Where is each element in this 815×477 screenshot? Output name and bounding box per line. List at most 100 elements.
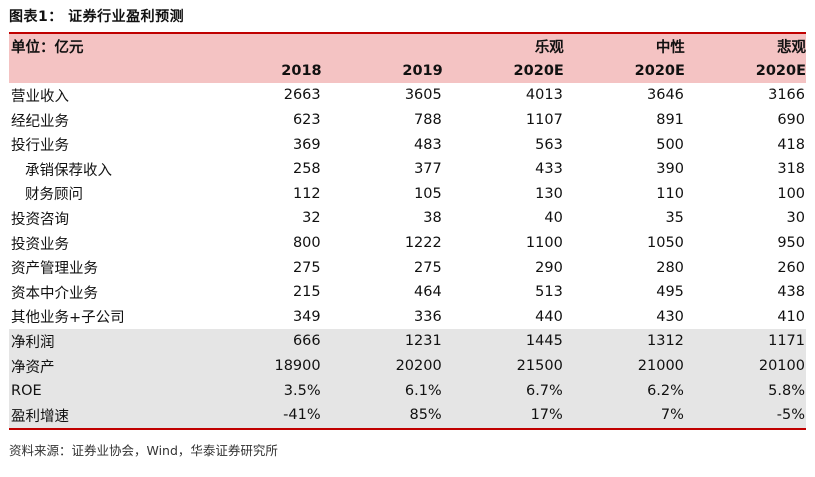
cell: 950 bbox=[777, 235, 805, 252]
row-label: 投行业务 bbox=[11, 138, 69, 155]
table-row: 承销保荐收入 258 377 433 390 318 bbox=[9, 157, 806, 182]
row-label: 资产管理业务 bbox=[11, 261, 98, 278]
table-row: 营业收入 2663 3605 4013 3646 3166 bbox=[9, 83, 806, 108]
cell: 260 bbox=[777, 259, 805, 276]
cell: 390 bbox=[656, 161, 684, 178]
summary-row: 净利润 666 1231 1445 1312 1171 bbox=[9, 329, 806, 354]
row-label: 盈利增速 bbox=[11, 408, 69, 425]
source-note: 资料来源：证券业协会，Wind，华泰证券研究所 bbox=[9, 443, 278, 458]
cell: 336 bbox=[414, 308, 442, 325]
summary-row: 净资产 18900 20200 21500 21000 20100 bbox=[9, 353, 806, 379]
cell: 891 bbox=[656, 112, 684, 129]
table-title: 图表1： 证券行业盈利预测 bbox=[9, 9, 185, 25]
cell: 430 bbox=[656, 308, 684, 325]
cell: 495 bbox=[656, 284, 684, 301]
cell: 349 bbox=[292, 308, 321, 325]
header-year: 2020E bbox=[755, 62, 806, 79]
header-scenario: 乐观 bbox=[534, 39, 564, 56]
table-bottom-rule bbox=[9, 427, 806, 430]
cell: 215 bbox=[292, 284, 321, 301]
header-scenario: 中性 bbox=[655, 39, 685, 56]
table-row: 投资业务 800 1222 1100 1050 950 bbox=[9, 231, 806, 256]
row-label: 财务顾问 bbox=[25, 187, 83, 204]
row-label: 净利润 bbox=[11, 334, 55, 351]
header-row-scenario: 单位：亿元 乐观 中性 悲观 bbox=[9, 34, 806, 59]
row-label: 营业收入 bbox=[11, 88, 69, 105]
cell: 3.5% bbox=[283, 382, 321, 399]
cell: 3646 bbox=[647, 87, 684, 104]
cell: 112 bbox=[292, 185, 321, 202]
table-row: 资产管理业务 275 275 290 280 260 bbox=[9, 255, 806, 280]
cell: 1231 bbox=[404, 333, 442, 350]
row-label: 承销保荐收入 bbox=[25, 162, 112, 179]
table-row: 投资咨询 32 38 40 35 30 bbox=[9, 206, 806, 231]
header-year: 2020E bbox=[634, 62, 685, 79]
table-row: 财务顾问 112 105 130 110 100 bbox=[9, 182, 806, 207]
header-year: 2018 bbox=[281, 62, 322, 79]
cell: 275 bbox=[292, 259, 321, 276]
cell: 1107 bbox=[525, 112, 563, 129]
cell: 30 bbox=[786, 210, 805, 227]
cell: 1222 bbox=[404, 235, 442, 252]
table-row: 经纪业务 623 788 1107 891 690 bbox=[9, 108, 806, 133]
cell: 5.8% bbox=[768, 382, 805, 399]
cell: 2663 bbox=[283, 87, 321, 104]
cell: 3605 bbox=[404, 87, 442, 104]
cell: 483 bbox=[414, 136, 442, 153]
cell: 100 bbox=[777, 185, 806, 202]
cell: 438 bbox=[777, 284, 805, 301]
cell: 32 bbox=[302, 210, 321, 227]
cell: 21500 bbox=[516, 358, 563, 375]
table-row: 投行业务 369 483 563 500 418 bbox=[9, 132, 806, 157]
cell: 1312 bbox=[647, 333, 684, 350]
cell: 85% bbox=[409, 407, 442, 424]
cell: -5% bbox=[776, 407, 805, 424]
header-year: 2020E bbox=[513, 62, 564, 79]
cell: 3166 bbox=[768, 87, 805, 104]
row-label: 经纪业务 bbox=[11, 113, 69, 130]
cell: 105 bbox=[414, 185, 442, 202]
forecast-table: 单位：亿元 乐观 中性 悲观 2018 2019 2020E 2020E 202… bbox=[9, 32, 806, 430]
unit-label: 单位：亿元 bbox=[11, 39, 84, 56]
cell: 258 bbox=[292, 161, 321, 178]
cell: 38 bbox=[423, 210, 442, 227]
cell: 1171 bbox=[768, 333, 805, 350]
cell: 21000 bbox=[637, 358, 684, 375]
cell: 623 bbox=[292, 112, 321, 129]
cell: 666 bbox=[292, 333, 321, 350]
cell: 433 bbox=[535, 161, 563, 178]
summary-row: 盈利增速 -41% 85% 17% 7% -5% bbox=[9, 402, 806, 428]
cell: 418 bbox=[777, 136, 805, 153]
cell: 4013 bbox=[525, 87, 563, 104]
cell: 1050 bbox=[647, 235, 684, 252]
cell: 17% bbox=[530, 407, 563, 424]
table-row: 资本中介业务 215 464 513 495 438 bbox=[9, 280, 806, 305]
header-scenario: 悲观 bbox=[777, 39, 806, 56]
cell: 788 bbox=[414, 112, 442, 129]
cell: 318 bbox=[777, 161, 806, 178]
cell: 280 bbox=[656, 259, 684, 276]
cell: 690 bbox=[777, 112, 805, 129]
cell: 275 bbox=[414, 259, 442, 276]
row-label: 投资业务 bbox=[11, 236, 69, 253]
cell: 563 bbox=[535, 136, 563, 153]
cell: 18900 bbox=[274, 358, 321, 375]
cell: 40 bbox=[544, 210, 563, 227]
row-label: 资本中介业务 bbox=[11, 285, 98, 302]
cell: 1100 bbox=[525, 235, 563, 252]
cell: 464 bbox=[414, 284, 442, 301]
cell: 110 bbox=[656, 185, 684, 202]
cell: 369 bbox=[292, 136, 321, 153]
header-row-year: 2018 2019 2020E 2020E 2020E bbox=[9, 58, 806, 84]
cell: 35 bbox=[665, 210, 684, 227]
cell: 377 bbox=[414, 161, 442, 178]
cell: 1445 bbox=[525, 333, 563, 350]
table-top-rule bbox=[9, 32, 806, 34]
cell: 6.1% bbox=[404, 382, 442, 399]
cell: 7% bbox=[660, 407, 684, 424]
cell: 440 bbox=[535, 308, 563, 325]
row-label: 其他业务+子公司 bbox=[11, 310, 125, 327]
table-row: 其他业务+子公司 349 336 440 430 410 bbox=[9, 305, 806, 330]
summary-row: ROE 3.5% 6.1% 6.7% 6.2% 5.8% bbox=[9, 378, 806, 403]
row-label: 投资咨询 bbox=[11, 211, 69, 228]
